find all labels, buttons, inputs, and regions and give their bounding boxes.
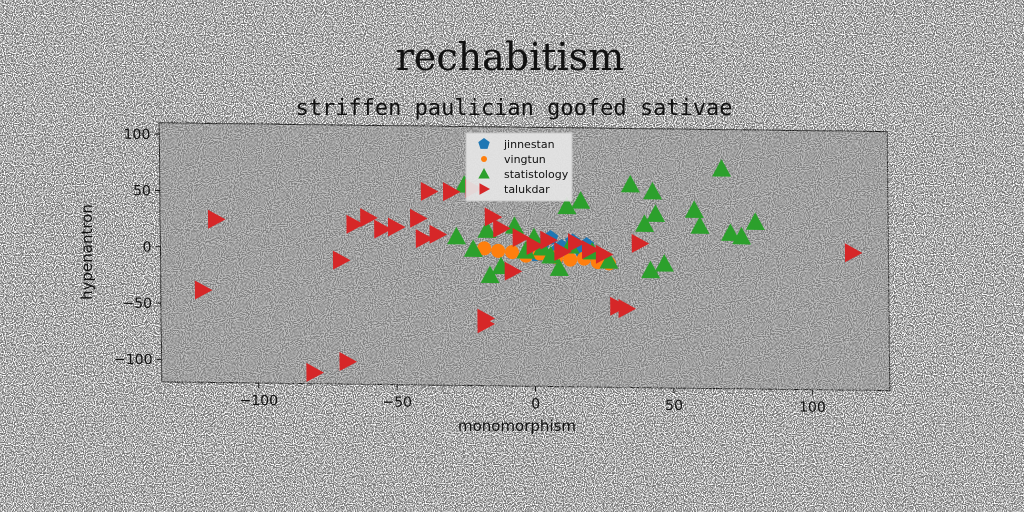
point-talukdar bbox=[484, 207, 503, 227]
point-statistology bbox=[684, 200, 704, 218]
point-talukdar bbox=[631, 233, 650, 253]
y-tick-label: 50 bbox=[133, 183, 151, 199]
point-statistology bbox=[571, 191, 591, 209]
point-talukdar bbox=[512, 227, 531, 247]
point-vingtun bbox=[477, 241, 492, 256]
chart-title: rechabitism bbox=[396, 35, 625, 79]
point-statistology bbox=[505, 216, 525, 234]
legend-marker-talukdar bbox=[479, 183, 490, 195]
point-statistology bbox=[721, 223, 741, 241]
legend-label-statistology: statistology bbox=[504, 168, 569, 181]
point-talukdar bbox=[207, 209, 226, 229]
point-talukdar bbox=[567, 233, 586, 253]
point-talukdar bbox=[493, 218, 511, 238]
y-tick-label: 0 bbox=[142, 240, 151, 256]
point-statistology bbox=[477, 220, 497, 239]
legend-marker-statistology bbox=[478, 168, 490, 179]
point-statistology bbox=[635, 214, 655, 233]
point-statistology bbox=[745, 212, 765, 230]
point-statistology bbox=[557, 196, 577, 215]
point-statistology bbox=[620, 174, 640, 193]
point-vingtun bbox=[505, 245, 520, 260]
point-talukdar bbox=[360, 208, 378, 228]
point-statistology bbox=[646, 204, 666, 223]
point-talukdar bbox=[409, 208, 428, 228]
chart-subtitle: striffen paulician goofed sativae bbox=[295, 96, 732, 121]
point-statistology bbox=[654, 254, 674, 272]
y-tick-label: −100 bbox=[114, 352, 153, 368]
point-statistology bbox=[549, 258, 569, 277]
point-statistology bbox=[516, 241, 536, 259]
point-talukdar bbox=[415, 229, 434, 249]
point-talukdar bbox=[346, 214, 364, 234]
point-talukdar bbox=[306, 362, 324, 382]
point-statistology bbox=[712, 159, 732, 177]
point-talukdar bbox=[374, 219, 392, 239]
point-talukdar bbox=[844, 243, 863, 263]
x-tick-label: 50 bbox=[665, 398, 683, 414]
point-statistology bbox=[480, 265, 500, 284]
point-talukdar bbox=[540, 230, 558, 250]
point-statistology bbox=[463, 239, 483, 258]
point-talukdar bbox=[429, 224, 448, 244]
point-statistology bbox=[447, 226, 467, 245]
point-statistology bbox=[599, 251, 619, 269]
legend-label-vingtun: vingtun bbox=[504, 153, 546, 166]
point-statistology bbox=[643, 181, 663, 200]
point-statistology bbox=[732, 226, 752, 245]
x-tick-label: 100 bbox=[799, 400, 826, 416]
x-tick-label: 0 bbox=[531, 396, 540, 412]
point-talukdar bbox=[442, 182, 461, 202]
point-talukdar bbox=[477, 314, 496, 334]
x-tick-label: −100 bbox=[240, 393, 279, 409]
point-talukdar bbox=[595, 244, 614, 264]
point-talukdar bbox=[194, 280, 213, 300]
point-statistology bbox=[641, 260, 661, 279]
point-talukdar bbox=[618, 299, 637, 319]
point-talukdar bbox=[387, 217, 406, 237]
point-talukdar bbox=[504, 261, 523, 281]
point-talukdar bbox=[339, 352, 358, 372]
point-statistology bbox=[690, 216, 710, 234]
legend-marker-jinnestan bbox=[478, 138, 490, 149]
point-vingtun bbox=[563, 252, 578, 267]
point-talukdar bbox=[420, 181, 439, 201]
y-tick-label: −50 bbox=[122, 296, 152, 312]
x-axis-label: monomorphism bbox=[458, 417, 576, 435]
point-talukdar bbox=[526, 236, 545, 256]
point-talukdar bbox=[581, 240, 600, 260]
point-talukdar bbox=[554, 241, 572, 261]
y-tick-label: 100 bbox=[124, 127, 151, 143]
legend-marker-vingtun bbox=[481, 156, 487, 162]
y-axis-label: hypenantron bbox=[78, 204, 96, 300]
series-talukdar bbox=[194, 178, 863, 382]
legend-label-jinnestan: jinnestan bbox=[503, 138, 555, 151]
legend: jinnestan vingtun statistology talukdar bbox=[465, 132, 573, 202]
legend-label-talukdar: talukdar bbox=[504, 183, 550, 196]
point-talukdar bbox=[332, 250, 351, 270]
point-vingtun bbox=[491, 243, 506, 258]
x-tick-label: −50 bbox=[382, 395, 412, 411]
